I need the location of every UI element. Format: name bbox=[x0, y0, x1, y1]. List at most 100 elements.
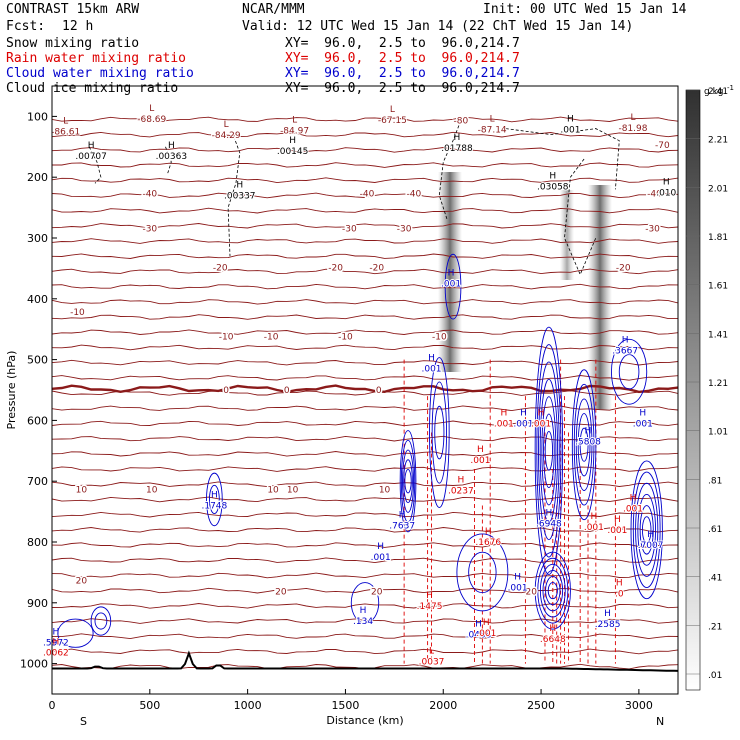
extremum-value: .001 bbox=[633, 419, 653, 429]
isotherm-label: 10 bbox=[287, 485, 299, 495]
isotherm-label: 10 bbox=[379, 485, 391, 495]
isotherm-contour bbox=[52, 329, 678, 335]
isotherm-label: -30 bbox=[142, 225, 157, 235]
cloud-ice-contour bbox=[227, 131, 241, 257]
extremum-marker: H bbox=[457, 475, 464, 485]
model-title: CONTRAST 15km ARW bbox=[6, 2, 139, 17]
x-tick-label: 2500 bbox=[527, 699, 555, 712]
isotherm-label: -10 bbox=[264, 332, 279, 342]
cloud-ice-contour bbox=[88, 146, 102, 184]
cloud-ice-contour bbox=[505, 128, 620, 190]
isotherm-label: 20 bbox=[526, 588, 538, 598]
cloud-ice-contour bbox=[438, 125, 460, 220]
isotherm-label: -40 bbox=[360, 189, 375, 199]
cloud-water-contour bbox=[468, 551, 497, 594]
isotherm-label: -20 bbox=[328, 264, 343, 274]
extremum-value: .7007 bbox=[638, 541, 664, 551]
extremum-marker: H bbox=[53, 627, 60, 637]
y-tick-label: 800 bbox=[27, 536, 48, 549]
colorbar-label: 1.61 bbox=[708, 282, 728, 292]
extremum-value: .00363 bbox=[156, 152, 188, 162]
extremum-value: .5972 bbox=[43, 638, 69, 648]
cloud-water-contour bbox=[429, 357, 450, 508]
colorbar-label: 1.01 bbox=[708, 428, 728, 438]
extremum-marker: H bbox=[428, 354, 435, 364]
isotherm-contour bbox=[52, 405, 678, 412]
x-tick-label: 2000 bbox=[429, 699, 457, 712]
cloud-water-contour bbox=[350, 582, 380, 624]
isotherm-label: 20 bbox=[76, 577, 88, 587]
isotherm-contour bbox=[52, 451, 678, 457]
cloud-water-contour bbox=[539, 563, 566, 618]
cloud-water-contour bbox=[402, 449, 415, 513]
colorbar-label: 1.81 bbox=[708, 233, 728, 243]
extremum-value: .3667 bbox=[612, 346, 638, 356]
extremum-marker: H bbox=[289, 136, 296, 146]
cloud-water-contour bbox=[431, 381, 448, 484]
extremum-value: .001 bbox=[476, 629, 496, 639]
isotherm-contour bbox=[52, 207, 678, 214]
extremum-value: .001 bbox=[494, 419, 514, 429]
extremum-marker: H bbox=[399, 511, 406, 521]
colorbar-label: 1.21 bbox=[708, 379, 728, 389]
isotherm-contour bbox=[52, 542, 678, 548]
extremum-value: .001 bbox=[584, 523, 604, 533]
isotherm-label: -30 bbox=[645, 225, 660, 235]
terrain-surface-line bbox=[52, 650, 678, 672]
x-tick-label: 3000 bbox=[625, 699, 653, 712]
extremum-value: .01788 bbox=[441, 144, 473, 154]
colorbar-label: .01 bbox=[708, 671, 722, 681]
isotherm-contour bbox=[52, 314, 678, 320]
cloud-water-contour bbox=[208, 484, 220, 515]
x-axis-title: Distance (km) bbox=[326, 714, 403, 727]
cloud-water-contour bbox=[538, 361, 560, 541]
cloud-water-contour bbox=[534, 326, 564, 575]
extremum-marker: H bbox=[53, 638, 60, 648]
extremum-marker: L bbox=[224, 120, 229, 130]
cloud-water-contour bbox=[630, 460, 663, 600]
extremum-value: .001 bbox=[441, 280, 461, 290]
cloud-water-contour bbox=[434, 405, 445, 460]
isotherm-label: 20 bbox=[371, 588, 383, 598]
extremum-value: .001 bbox=[508, 584, 528, 594]
extremum-value: .134 bbox=[353, 617, 373, 627]
extremum-value: .001 bbox=[421, 365, 441, 375]
freezing-level-contour bbox=[52, 384, 678, 394]
cloud-water-contour bbox=[575, 398, 593, 491]
extremum-value: -67.15 bbox=[378, 116, 407, 126]
y-tick-label: 700 bbox=[27, 475, 48, 488]
isotherm-label: -10 bbox=[338, 332, 353, 342]
cloud-water-contour bbox=[573, 383, 595, 506]
field-name-cloudwater: Cloud water mixing ratio bbox=[6, 66, 194, 81]
extremum-marker: L bbox=[490, 115, 495, 125]
extremum-marker: H bbox=[630, 494, 637, 504]
extremum-value: .03058 bbox=[537, 182, 569, 192]
field-xy-cloudice: XY= 96.0, 2.5 to 96.0,214.7 bbox=[285, 81, 520, 96]
cloud-water-contour bbox=[541, 396, 557, 506]
colorbar-unit: g kg bbox=[704, 87, 724, 97]
cloud-water-contour bbox=[539, 378, 559, 523]
colorbar-label: .81 bbox=[708, 476, 722, 486]
extremum-marker: H bbox=[567, 115, 574, 125]
x-tick-label: 0 bbox=[49, 699, 56, 712]
isotherm-label: -10 bbox=[219, 332, 234, 342]
extremum-marker: H bbox=[549, 624, 556, 634]
extremum-value: .00145 bbox=[277, 147, 309, 157]
extremum-value: .0468 bbox=[466, 630, 492, 640]
isotherm-label: 0 bbox=[376, 386, 382, 396]
extremum-value: -81.98 bbox=[618, 124, 647, 134]
cloud-water-contour bbox=[542, 569, 564, 612]
extremum-value: -84.29 bbox=[212, 131, 241, 141]
extremum-marker: H bbox=[585, 427, 592, 437]
extremum-value: .6948 bbox=[536, 520, 562, 530]
isotherm-label: 0 bbox=[284, 386, 290, 396]
isotherm-label: -10 bbox=[70, 308, 85, 318]
field-name-rain: Rain water mixing ratio bbox=[6, 51, 186, 66]
extremum-marker: H bbox=[426, 591, 433, 601]
isotherm-label: -40 bbox=[647, 189, 662, 199]
y-tick-label: 500 bbox=[27, 354, 48, 367]
isotherm-contour bbox=[52, 283, 678, 290]
cloud-water-contour bbox=[639, 505, 654, 555]
extremum-marker: L bbox=[429, 647, 434, 657]
cloud-water-contour bbox=[547, 582, 558, 600]
